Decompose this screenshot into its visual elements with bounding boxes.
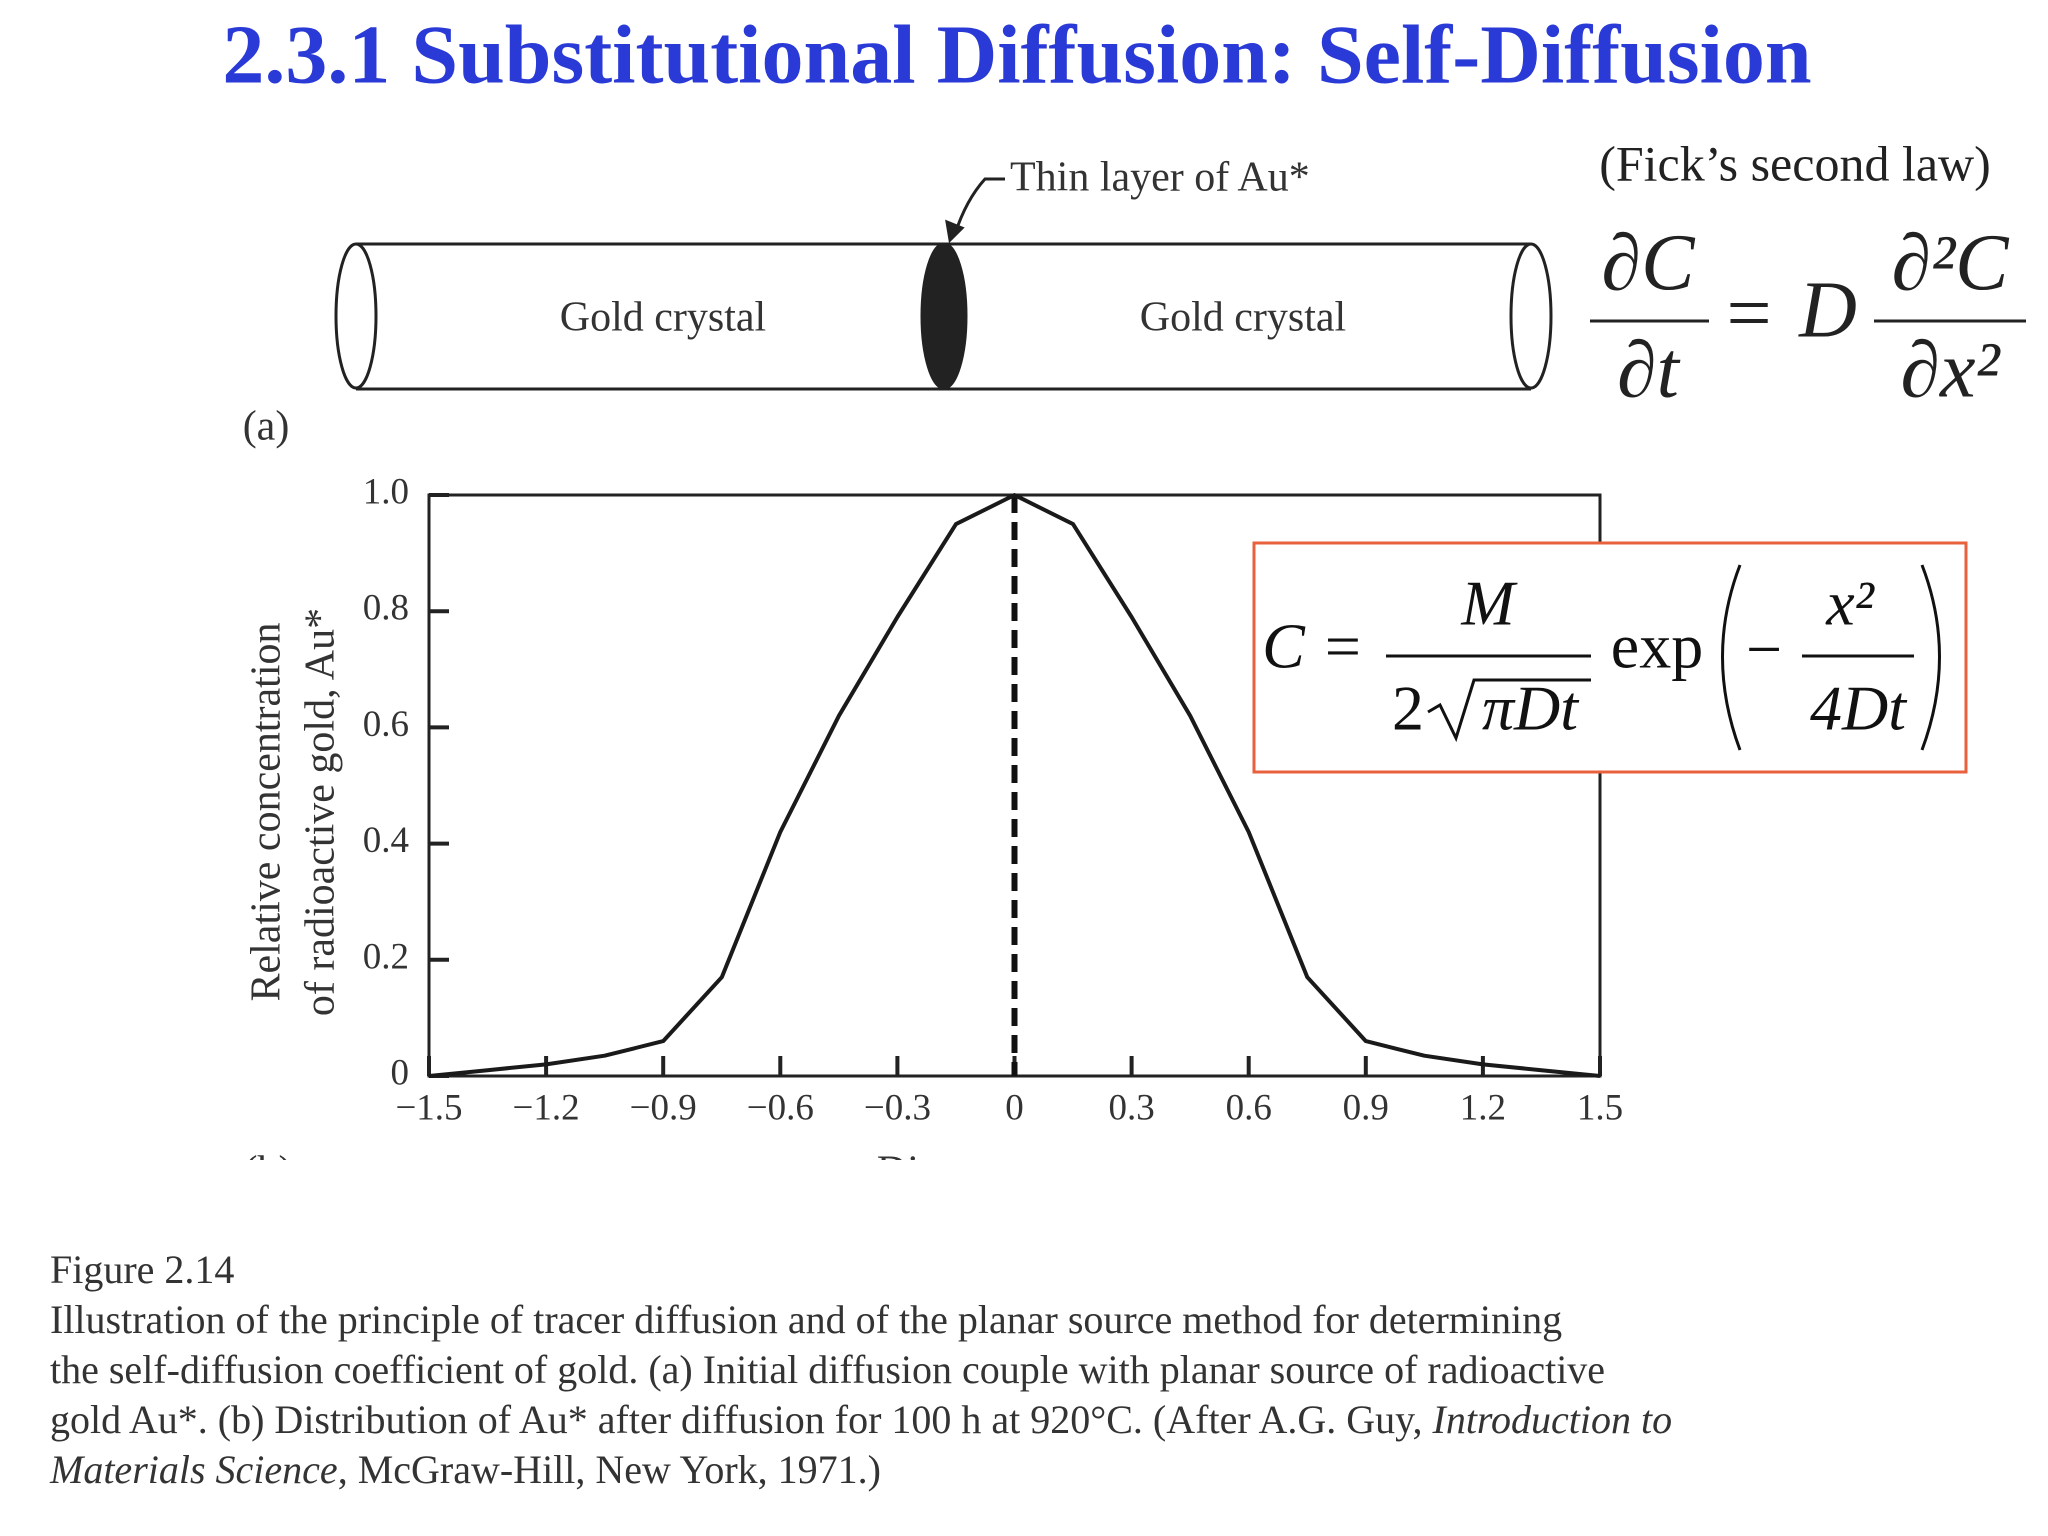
caption-text: Introduction to bbox=[1432, 1397, 1673, 1442]
formula-part: πDt bbox=[1482, 673, 1580, 744]
tube-end bbox=[1509, 242, 1553, 390]
formula-part: C = bbox=[1262, 611, 1364, 682]
y-axis-label: of radioactive gold, Au* bbox=[298, 608, 344, 1016]
caption: Figure 2.14 Illustration of the principl… bbox=[50, 1245, 1950, 1495]
caption-text: , McGraw-Hill, New York, 1971.) bbox=[337, 1447, 881, 1492]
caption-line: Illustration of the principle of tracer … bbox=[50, 1297, 1563, 1342]
formula-part: 2 bbox=[1392, 673, 1424, 744]
paren bbox=[1721, 564, 1742, 751]
x-tick-label: 0 bbox=[1005, 1087, 1024, 1128]
caption-line: gold Au*. (b) Distribution of Au* after … bbox=[50, 1395, 1950, 1445]
slide-title: 2.3.1 Substitutional Diffusion: Self-Dif… bbox=[222, 8, 1811, 101]
y-axis-label: Relative concentration bbox=[244, 622, 290, 1001]
y-tick-label: 0 bbox=[391, 1052, 410, 1093]
caption-text: gold Au*. (b) Distribution of Au* after … bbox=[50, 1397, 1433, 1442]
caption-line: Materials Science, McGraw-Hill, New York… bbox=[50, 1445, 1950, 1495]
x-tick-label: −0.9 bbox=[630, 1087, 697, 1128]
x-tick-label: 0.3 bbox=[1108, 1087, 1154, 1128]
arrow bbox=[953, 177, 1005, 235]
x-tick-label: 1.5 bbox=[1577, 1087, 1623, 1128]
y-tick-label: 0.8 bbox=[363, 588, 409, 629]
tube-end bbox=[334, 242, 378, 390]
y-tick-label: 0.2 bbox=[363, 936, 409, 977]
data-line bbox=[428, 493, 1601, 1078]
x-tick-label: −1.2 bbox=[513, 1087, 580, 1128]
caption-text: Materials Science bbox=[50, 1447, 338, 1492]
caption-line: the self-diffusion coefficient of gold. … bbox=[50, 1347, 1606, 1392]
tracer-layer bbox=[920, 242, 968, 390]
eq-part: ∂²C bbox=[1892, 219, 2011, 307]
x-tick-label: 1.2 bbox=[1460, 1087, 1506, 1128]
caption-figure: Figure 2.14 bbox=[50, 1247, 235, 1292]
x-tick-label: 0.9 bbox=[1343, 1087, 1389, 1128]
eq-part: ∂C bbox=[1602, 219, 1697, 307]
crystal-label: Gold crystal bbox=[560, 295, 766, 341]
eq-part: = bbox=[1726, 269, 1771, 357]
slide: 2.3.1 Substitutional Diffusion: Self-Dif… bbox=[222, 8, 2026, 1160]
formula-part: x² bbox=[1825, 568, 1875, 639]
y-tick-label: 0.6 bbox=[363, 704, 409, 745]
law-title: (Fick’s second law) bbox=[1599, 135, 1991, 191]
y-tick-label: 1.0 bbox=[363, 471, 409, 512]
formula-part: 4Dt bbox=[1810, 673, 1908, 744]
eq-part: ∂x² bbox=[1900, 326, 2001, 414]
x-tick-label: 0.6 bbox=[1226, 1087, 1272, 1128]
x-tick-label: −1.5 bbox=[395, 1087, 462, 1128]
formula-part: M bbox=[1460, 568, 1518, 639]
sqrt-sign bbox=[1427, 678, 1591, 743]
eq-part: D bbox=[1798, 266, 1857, 354]
panel-label: (b) bbox=[244, 1149, 293, 1160]
layer-label: Thin layer of Au* bbox=[1010, 155, 1310, 201]
line-chart: 0 0.2 0.4 0.6 0.8 1.0 −1.5 −1.2 −0.9 −0.6 −0.3 0 0.3… bbox=[244, 471, 1624, 1160]
arrow-head bbox=[945, 219, 965, 244]
panel-label: (a) bbox=[243, 404, 290, 450]
paren bbox=[1920, 564, 1941, 751]
x-axis-label: Distance, x, mm bbox=[877, 1149, 1153, 1160]
formula-part: exp bbox=[1611, 611, 1703, 682]
x-tick-label: −0.3 bbox=[864, 1087, 931, 1128]
tube-diagram bbox=[334, 177, 1553, 391]
eq-part: ∂t bbox=[1617, 326, 1681, 414]
formula-part: − bbox=[1746, 614, 1782, 685]
y-tick-label: 0.4 bbox=[363, 820, 409, 861]
crystal-label: Gold crystal bbox=[1140, 295, 1346, 341]
x-tick-label: −0.6 bbox=[747, 1087, 814, 1128]
